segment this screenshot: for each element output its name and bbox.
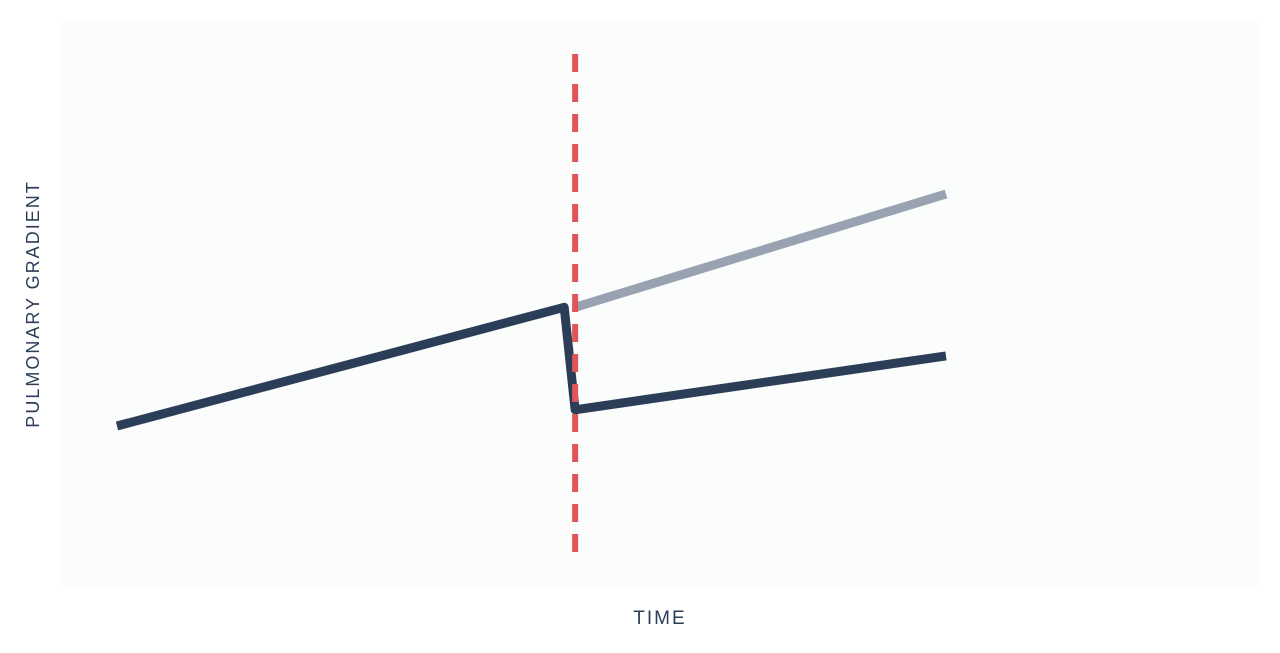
y-axis-label: PULMONARY GRADIENT [23, 180, 43, 427]
plot-area [60, 22, 1260, 587]
series-line-projected [573, 189, 948, 312]
series-line-observed [115, 302, 947, 431]
x-axis-label: TIME [633, 608, 686, 629]
series-layer [115, 189, 948, 431]
